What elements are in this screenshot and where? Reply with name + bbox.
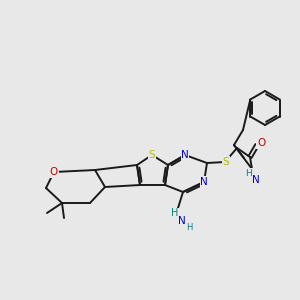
Text: S: S <box>149 150 155 160</box>
Text: H: H <box>186 224 192 232</box>
Text: H: H <box>246 169 252 178</box>
Text: H: H <box>171 208 179 218</box>
Text: N: N <box>181 150 189 160</box>
Text: S: S <box>223 157 229 167</box>
Text: N: N <box>252 175 260 185</box>
Text: N: N <box>200 177 208 187</box>
Text: N: N <box>178 216 186 226</box>
Text: O: O <box>257 138 265 148</box>
Text: O: O <box>50 167 58 177</box>
